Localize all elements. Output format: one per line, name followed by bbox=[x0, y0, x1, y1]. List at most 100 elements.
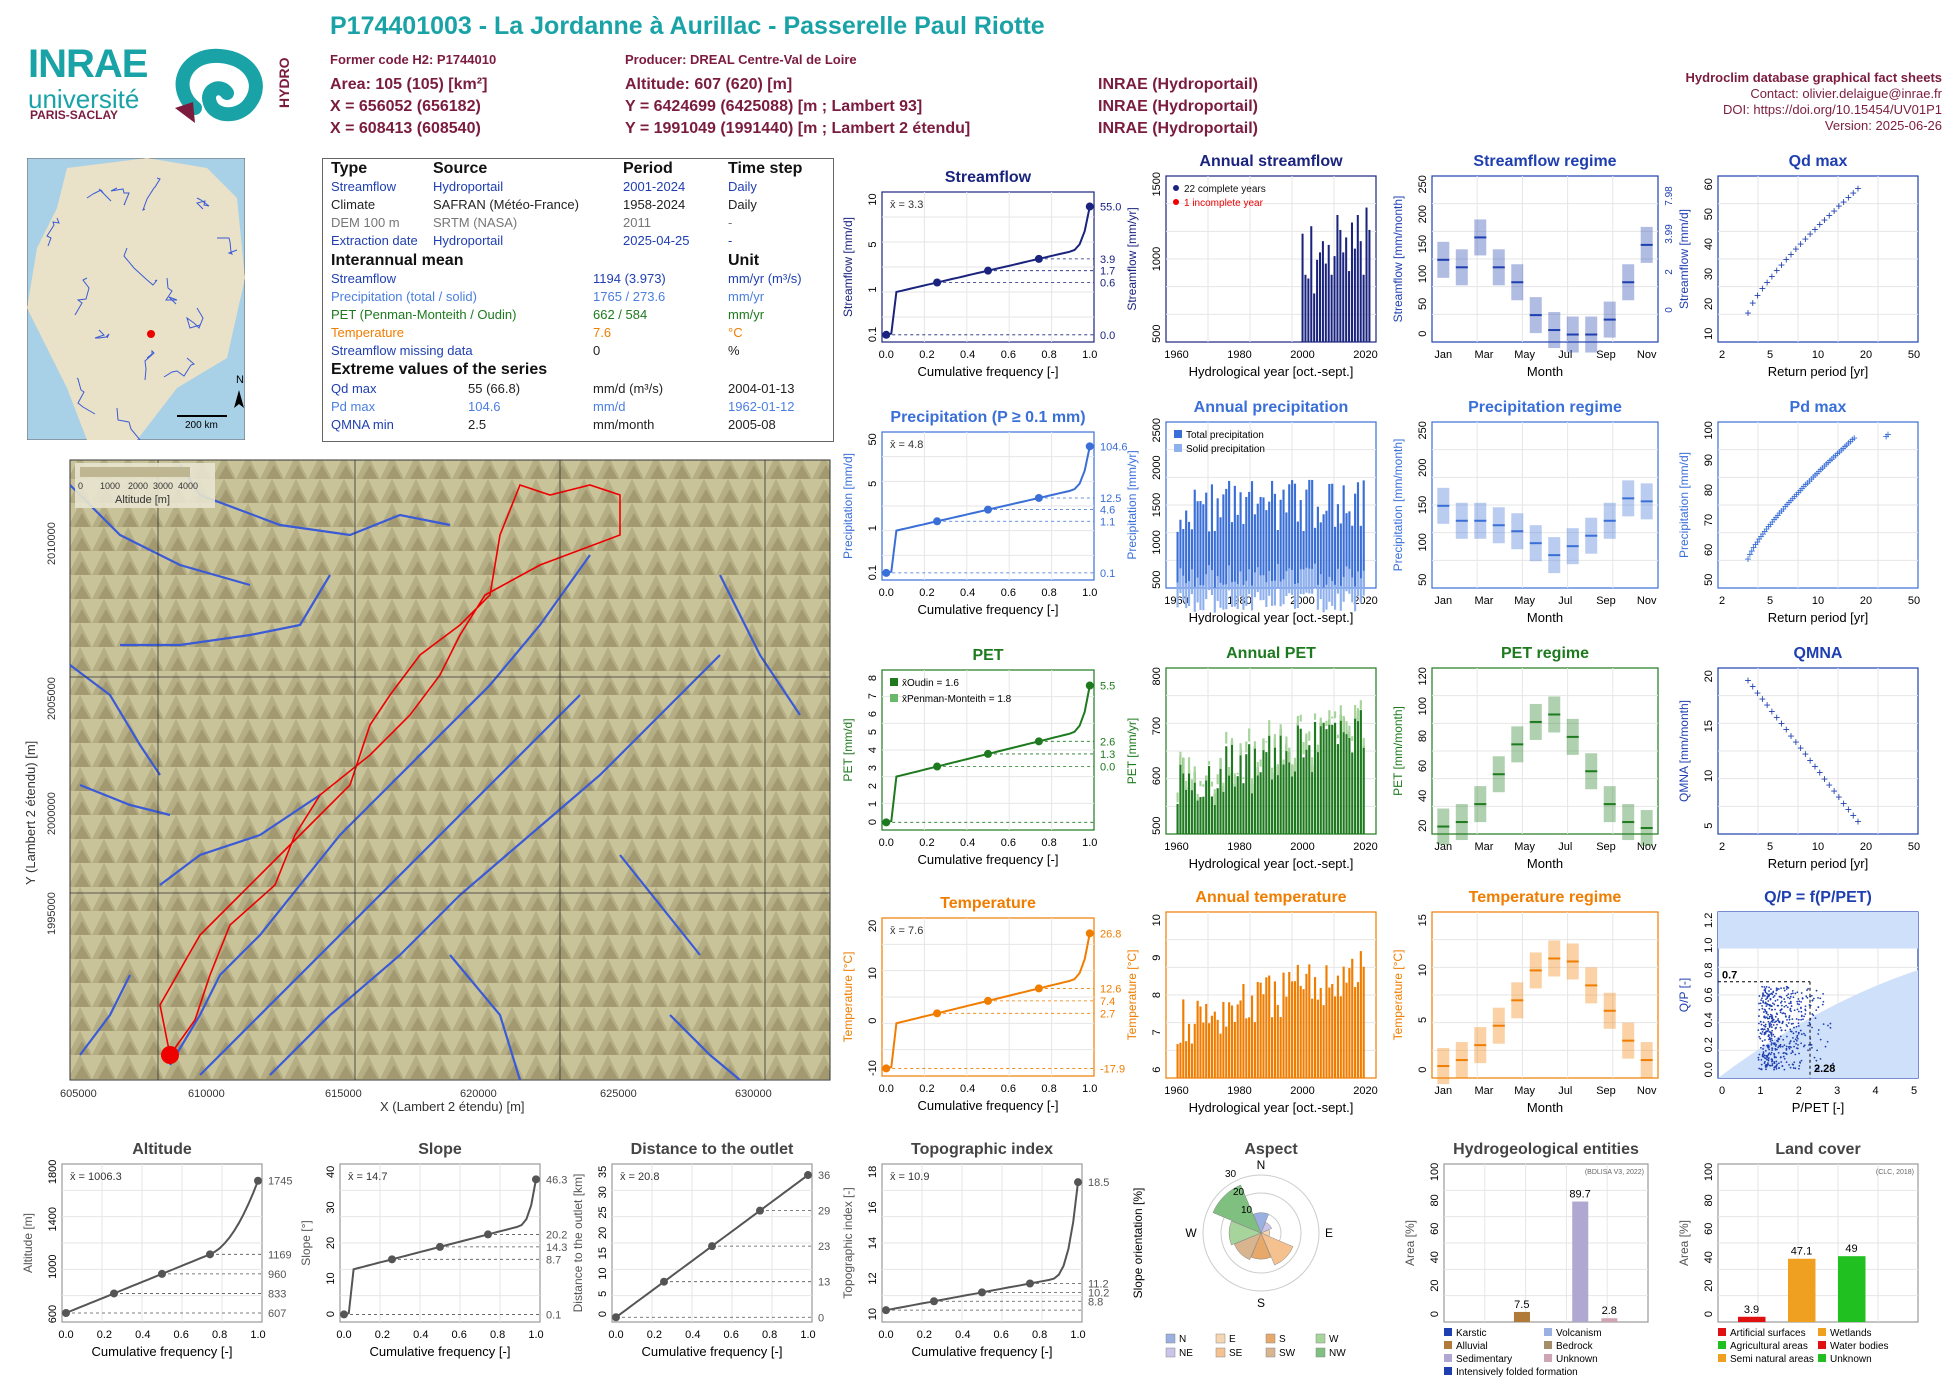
y-tick: 80 bbox=[1417, 730, 1429, 742]
chart-title: Annual PET bbox=[1226, 645, 1316, 662]
year-bar bbox=[1230, 1005, 1234, 1078]
year-bar bbox=[1248, 491, 1251, 588]
return-point: + bbox=[1765, 520, 1772, 534]
y-axis-label: Area [%] bbox=[1403, 1220, 1417, 1266]
x-axis-label: Return period [yr] bbox=[1768, 364, 1868, 379]
quantile-label: -17.9 bbox=[1100, 1063, 1125, 1075]
y-tick: 18 bbox=[867, 1166, 879, 1178]
mean-cell: Precipitation (total / solid) bbox=[331, 289, 477, 304]
return-point: + bbox=[1789, 491, 1796, 505]
aspect-wedge bbox=[1228, 1220, 1262, 1246]
x-axis-label: Cumulative frequency [-] bbox=[912, 1344, 1053, 1359]
year-bar bbox=[1225, 746, 1228, 834]
right-axis-tick: 7.98 bbox=[1664, 186, 1675, 206]
quantile-point bbox=[933, 517, 942, 526]
return-point: + bbox=[1797, 484, 1804, 498]
return-point: + bbox=[1776, 506, 1783, 520]
inrae-logo: INRAE bbox=[28, 42, 148, 86]
y-tick: 8 bbox=[1151, 992, 1163, 998]
year-bar bbox=[1336, 975, 1340, 1078]
x-tick: 0.8 bbox=[1032, 1329, 1047, 1341]
x-axis-label: Cumulative frequency [-] bbox=[918, 852, 1059, 867]
chart-title: PET bbox=[972, 647, 1003, 664]
x-tick: 0.8 bbox=[762, 1329, 777, 1341]
return-point: + bbox=[1826, 208, 1833, 222]
return-point: + bbox=[1786, 496, 1793, 510]
y-tick: 1000 bbox=[47, 1254, 59, 1278]
info-table: Type Source Period Time step Streamflow Hydro… bbox=[322, 158, 834, 442]
x-axis-label: P/PET [-] bbox=[1792, 1100, 1845, 1115]
y-tick: 20 bbox=[1429, 1280, 1441, 1292]
x-axis-label: Month bbox=[1527, 364, 1563, 379]
source-cell: Climate bbox=[331, 197, 376, 212]
x-tick: 2020 bbox=[1353, 1085, 1377, 1097]
return-point: + bbox=[1780, 502, 1787, 516]
y-tick: 50 bbox=[1703, 208, 1715, 220]
page-title: P174401003 - La Jordanne à Aurillac - Pa… bbox=[330, 12, 1045, 40]
x-tick: 1.0 bbox=[1082, 837, 1097, 849]
year-bar bbox=[1291, 765, 1294, 834]
extreme-cell: mm/month bbox=[593, 417, 655, 432]
y-tick: 20 bbox=[1703, 670, 1715, 682]
quantile-label: 12.5 bbox=[1100, 493, 1121, 505]
y-tick: 500 bbox=[1151, 571, 1163, 589]
year-bar bbox=[1342, 252, 1345, 342]
quantile-label: 29 bbox=[818, 1206, 830, 1218]
quantile-label: 18.5 bbox=[1088, 1177, 1109, 1189]
aspect-wedge bbox=[1233, 1232, 1262, 1261]
x-tick: Sep bbox=[1596, 841, 1616, 853]
year-bar bbox=[1199, 797, 1202, 834]
mean-label: x̄ = 4.8 bbox=[890, 439, 923, 451]
x-tick: 1.0 bbox=[1070, 1329, 1085, 1341]
return-point: + bbox=[1840, 441, 1847, 455]
return-point: + bbox=[1830, 450, 1837, 464]
mean-cell: Temperature bbox=[331, 325, 404, 340]
source-cell: - bbox=[728, 233, 733, 248]
x-tick: Jan bbox=[1434, 841, 1452, 853]
legend-entry: SE bbox=[1229, 1348, 1243, 1359]
year-bar bbox=[1176, 803, 1179, 834]
y-tick: 8 bbox=[867, 675, 879, 681]
y-tick: 5 bbox=[1703, 823, 1715, 829]
x-tick: 2000 bbox=[1290, 841, 1314, 853]
mean-cell: 7.6 bbox=[593, 325, 612, 340]
quantile-label: 11.2 bbox=[1088, 1278, 1109, 1290]
year-bar bbox=[1348, 511, 1351, 588]
y-tick: 5 bbox=[867, 481, 879, 487]
y-tick: 20 bbox=[1417, 820, 1429, 832]
return-point: + bbox=[1825, 455, 1832, 469]
x-tick: 3 bbox=[1834, 1085, 1840, 1097]
year-bar bbox=[1199, 1006, 1202, 1078]
year-bar bbox=[1313, 293, 1316, 342]
year-bar bbox=[1193, 771, 1196, 834]
extreme-cell: mm/d (m³/s) bbox=[593, 381, 664, 396]
y-tick: 800 bbox=[1151, 667, 1163, 685]
x-tick: 1.0 bbox=[1082, 587, 1097, 599]
return-point: + bbox=[1883, 429, 1890, 443]
year-bar bbox=[1179, 1042, 1182, 1078]
year-bar bbox=[1296, 521, 1299, 588]
year-bar bbox=[1356, 482, 1360, 588]
y-tick: 1400 bbox=[47, 1207, 59, 1231]
year-bar bbox=[1305, 489, 1308, 588]
return-point: + bbox=[1782, 500, 1789, 514]
year-bar bbox=[1210, 796, 1214, 834]
quantile-label: 55.0 bbox=[1100, 202, 1121, 214]
y-axis-label: Slope [°] bbox=[299, 1220, 313, 1266]
year-bar bbox=[1285, 744, 1288, 834]
legend-entry: W bbox=[1329, 1334, 1339, 1345]
quantile-label: 0.1 bbox=[546, 1309, 561, 1321]
year-bar bbox=[1311, 765, 1314, 834]
year-bar bbox=[1354, 493, 1357, 588]
bar-value: 7.5 bbox=[1514, 1299, 1529, 1311]
chart-pet: PET Cumulative frequency [-] PET [mm/d] 0.0… bbox=[841, 647, 1115, 867]
year-bar bbox=[1242, 523, 1245, 588]
y-tick: 60 bbox=[1703, 544, 1715, 556]
year-bar bbox=[1316, 259, 1319, 342]
year-bar bbox=[1265, 977, 1268, 1078]
return-point: + bbox=[1802, 232, 1809, 246]
y-tick: 1000 bbox=[1151, 247, 1163, 271]
chart-title: QMNA bbox=[1794, 645, 1843, 662]
x-tick: 0.0 bbox=[878, 1329, 893, 1341]
alt-tick-0: 0 bbox=[78, 481, 83, 491]
